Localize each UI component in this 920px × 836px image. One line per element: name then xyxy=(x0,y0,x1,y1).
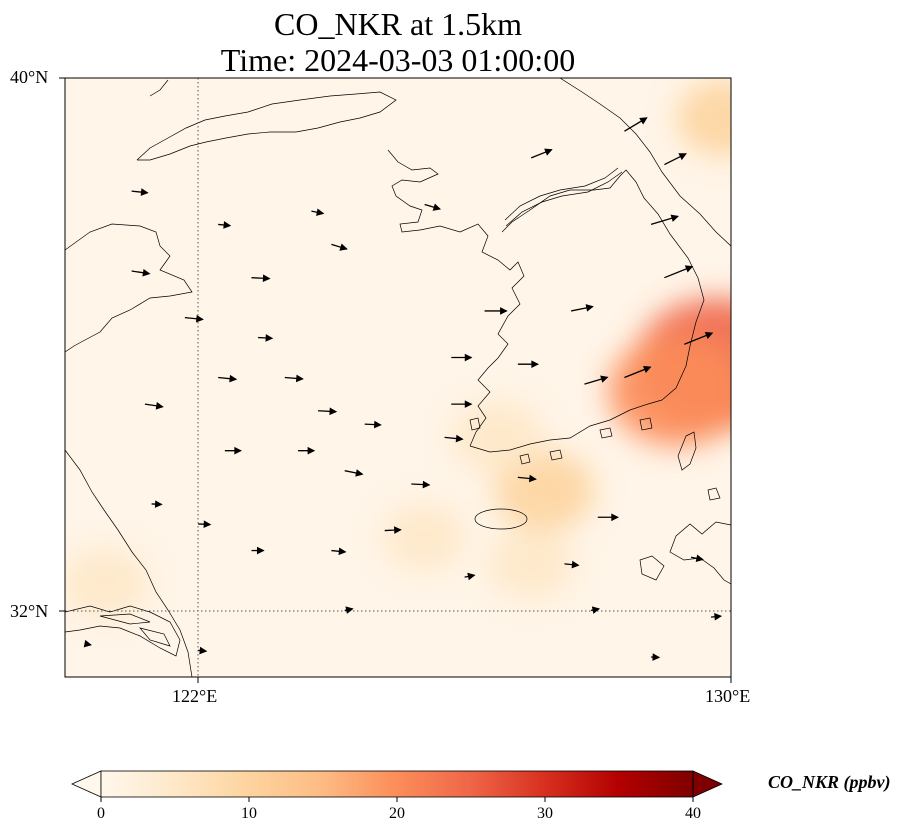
wind-arrow xyxy=(298,446,316,455)
wind-arrow xyxy=(651,653,661,661)
wind-arrow xyxy=(251,546,265,555)
concentration-hotspot xyxy=(65,549,149,619)
colorbar-gradient xyxy=(101,771,693,797)
wind-arrow xyxy=(331,547,347,556)
colorbar-tick-30: 30 xyxy=(537,805,553,822)
wind-arrow xyxy=(218,374,238,383)
coastline-liaodong xyxy=(136,91,397,161)
wind-arrow xyxy=(318,407,338,416)
colorbar-label: CO_NKR (ppbv) xyxy=(768,772,891,792)
wind-vectors xyxy=(83,117,723,661)
islands-south-korea xyxy=(469,417,653,465)
wind-arrow xyxy=(690,554,704,563)
coastline-japan-islands xyxy=(639,487,721,581)
wind-arrow xyxy=(571,304,594,312)
wind-arrow xyxy=(411,480,431,489)
wind-arrow xyxy=(484,307,508,315)
wind-arrow xyxy=(131,188,149,196)
wind-arrow xyxy=(284,374,304,383)
wind-arrow xyxy=(224,446,242,455)
coastline-china-north xyxy=(65,223,193,353)
wind-arrow xyxy=(344,606,354,614)
gridlines xyxy=(65,78,731,677)
wind-arrow xyxy=(591,606,601,614)
coastline-korea-south xyxy=(469,399,663,453)
wind-arrow xyxy=(151,500,163,508)
colorbar-extend-high xyxy=(692,770,723,798)
map-frame xyxy=(64,77,732,678)
concentration-hotspot xyxy=(452,401,544,474)
wind-arrow xyxy=(624,117,648,132)
concentration-hotspot xyxy=(676,79,731,157)
coastline-korea-west xyxy=(387,149,525,447)
wind-arrow xyxy=(517,474,537,483)
concentration-hotspot xyxy=(488,529,575,599)
concentration-hotspot xyxy=(608,335,731,447)
wind-arrow xyxy=(650,214,679,226)
wind-arrow xyxy=(198,520,212,529)
lat-tick-40: 40°N xyxy=(10,67,49,87)
coastlines xyxy=(65,78,731,677)
wind-arrow xyxy=(424,203,442,211)
lon-tick-130: 130°E xyxy=(705,686,751,706)
lat-tick-32: 32°N xyxy=(10,601,49,621)
wind-arrow xyxy=(144,402,164,410)
wind-arrow xyxy=(624,365,652,379)
wind-arrow xyxy=(584,375,609,385)
map-title: CO_NKR at 1.5km xyxy=(274,6,522,42)
wind-arrow xyxy=(384,526,402,534)
wind-arrow xyxy=(684,331,714,345)
wind-arrow xyxy=(344,469,364,477)
wind-arrow xyxy=(451,353,473,362)
wind-arrow xyxy=(444,434,464,443)
wind-arrow xyxy=(83,639,92,648)
wind-arrow xyxy=(464,572,476,581)
wind-arrow xyxy=(664,153,687,166)
concentration-hotspot xyxy=(494,450,595,531)
coastline-china-east xyxy=(65,449,193,677)
wind-arrow xyxy=(451,400,473,408)
wind-arrow xyxy=(258,334,274,342)
colorbar xyxy=(71,770,723,802)
colorbar-extend-low xyxy=(71,770,102,798)
coastline-yangtze-islands xyxy=(99,613,171,647)
jeju-island xyxy=(474,508,528,530)
wind-arrow xyxy=(184,314,204,323)
coastline-bohai-top xyxy=(149,79,169,97)
colorbar-tick-20: 20 xyxy=(389,805,405,822)
wind-arrow xyxy=(564,560,580,569)
wind-arrow xyxy=(198,646,208,655)
colorbar-tick-10: 10 xyxy=(241,805,257,822)
coastline-korea-east xyxy=(501,169,705,401)
wind-arrow xyxy=(131,268,151,277)
wind-arrow xyxy=(710,612,723,621)
wind-arrow xyxy=(311,208,325,216)
wind-arrow xyxy=(664,265,694,279)
coastline-japan-tsushima xyxy=(677,431,697,471)
wind-arrow xyxy=(530,148,553,159)
colorbar-tick-0: 0 xyxy=(97,805,105,822)
wind-arrow xyxy=(251,274,271,283)
wind-arrow xyxy=(517,360,539,368)
concentration-hotspot xyxy=(383,504,466,571)
wind-arrow xyxy=(331,243,348,251)
colorbar-tick-40: 40 xyxy=(685,805,701,822)
border-line xyxy=(504,167,623,227)
lon-tick-122: 122°E xyxy=(172,686,218,706)
concentration-field xyxy=(65,78,731,677)
wind-arrow xyxy=(597,513,619,522)
wind-arrow xyxy=(218,221,232,229)
wind-arrow xyxy=(364,420,382,429)
map-subtitle-time: Time: 2024-03-03 01:00:00 xyxy=(220,42,576,78)
coastline-korea-northeast xyxy=(559,78,731,247)
coastline-japan-kyushu xyxy=(669,521,731,585)
tick-marks xyxy=(59,77,732,683)
